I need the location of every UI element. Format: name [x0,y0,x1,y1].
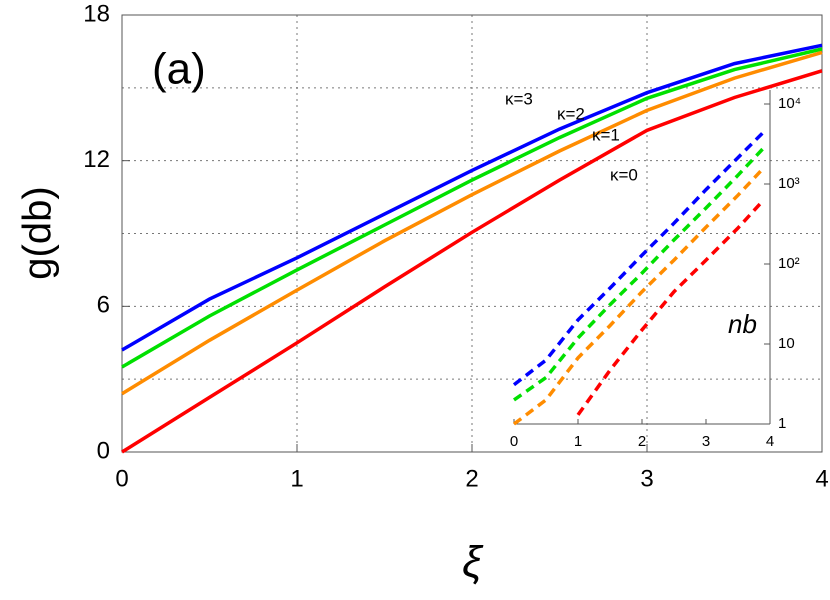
line [512,130,765,387]
series-label: κ=3 [505,89,533,108]
x-tick-label: 4 [815,465,828,492]
y-tick-label: 1 [778,415,786,432]
line [121,50,823,396]
y-tick-label: 10 [778,335,795,352]
y-axis-label: g(db) [16,186,60,279]
line [576,198,765,416]
x-tick-label: 1 [290,465,303,492]
line [121,47,823,369]
x-tick-label: 0 [115,465,128,492]
x-tick-label: 3 [640,465,653,492]
annotation: (a) [152,45,206,94]
x-axis-label: ξ [462,538,484,587]
y-tick-label: 6 [97,292,110,319]
series-label: κ=2 [557,104,585,123]
x-tick-label: 4 [766,433,774,450]
x-tick-label: 2 [465,465,478,492]
x-tick-label: 0 [510,433,518,450]
y-tick-label: 18 [83,0,110,27]
line [121,43,823,352]
series-label: κ=1 [592,125,620,144]
line [512,146,765,402]
line [121,69,823,454]
y-tick-label: 10² [778,255,800,272]
y-tick-label: 0 [97,437,110,464]
y-tick-label: 10⁴ [778,95,801,112]
series-label: κ=0 [610,165,638,184]
x-tick-label: 2 [638,433,646,450]
y-tick-label: 10³ [778,175,800,192]
x-tick-label: 3 [702,433,710,450]
inset-y-label: nb [728,309,757,339]
line [512,166,765,426]
y-tick-label: 12 [83,146,110,173]
x-tick-label: 1 [574,433,582,450]
